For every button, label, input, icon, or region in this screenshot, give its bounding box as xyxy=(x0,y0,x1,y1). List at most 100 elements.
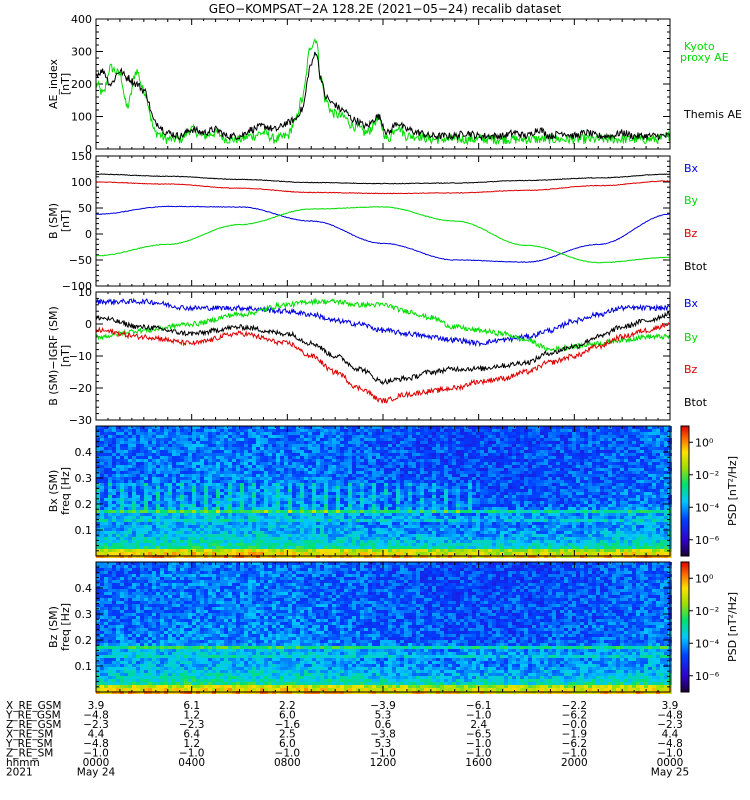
orbit-row-value: −2.2 xyxy=(562,700,588,712)
y-axis-label: AE_index[nT] xyxy=(47,58,72,109)
orbit-row-value: −4.8 xyxy=(657,710,683,722)
orbit-row-value: 5.3 xyxy=(375,738,392,750)
legend-entry: Btot xyxy=(684,260,708,273)
orbit-row-value: −0.0 xyxy=(562,719,588,731)
orbit-row-value: −2.3 xyxy=(657,719,683,731)
orbit-row-label: X_RE_GSM xyxy=(6,700,61,712)
panel-frame xyxy=(95,155,671,287)
orbit-row-value: −1.0 xyxy=(657,748,683,760)
colorbar-tick-label: 10⁻⁴ xyxy=(695,501,720,514)
orbit-row-value: 3.9 xyxy=(88,700,105,712)
panel-frame xyxy=(95,561,671,693)
orbit-row-value: May 24 xyxy=(77,767,116,779)
spectrogram-panel-psd_bz: 0.1 0.2 0.3 0.4Bz (SM)freq [Hz] 10⁰ 10⁻² 10⁻⁴ 1… xyxy=(47,561,739,694)
series-line-bz xyxy=(96,321,670,404)
colorbar xyxy=(680,425,690,557)
orbit-row-value: −6.2 xyxy=(562,738,588,750)
orbit-row-value: 4.4 xyxy=(662,729,679,741)
spectrogram-cells xyxy=(96,426,672,558)
y-tick-label: 100 xyxy=(71,111,92,124)
legend-entry: Kyoto proxy AE xyxy=(680,40,729,64)
legend-entry: Bx xyxy=(684,162,699,175)
series-line-by xyxy=(96,206,670,264)
orbit-row-value: −4.8 xyxy=(657,738,683,750)
orbit-row-value: 0.6 xyxy=(375,719,392,731)
legend-entry: By xyxy=(684,194,699,207)
y-tick-label: 0.1 xyxy=(75,660,93,673)
panel-frame xyxy=(95,425,671,557)
line-panel-bdiff: −30 −20 −10 0 10 B (SM)−IGRF (SM)[nT] Bx By Bz Bt… xyxy=(47,286,708,427)
colorbar xyxy=(680,561,690,693)
orbit-row-value: 6.4 xyxy=(183,729,200,741)
orbit-row-value: −1.0 xyxy=(466,710,492,722)
orbit-row-value: 2.4 xyxy=(470,719,487,731)
colorbar-tick-label: 10⁰ xyxy=(695,436,714,449)
legend-entry: Bx xyxy=(684,297,699,310)
orbit-row-label: Y_RE_SM xyxy=(5,738,53,750)
orbit-row-value: −1.0 xyxy=(275,748,301,760)
y-axis-label: Bx (SM)freq [Hz] xyxy=(47,467,72,515)
legend-entry: Bz xyxy=(684,227,698,240)
y-tick-label: −10 xyxy=(69,350,92,363)
orbit-row-value: 1.2 xyxy=(183,710,200,722)
colorbar-tick-label: 10⁰ xyxy=(695,572,714,585)
orbit-row-value: −6.5 xyxy=(466,729,492,741)
orbit-x-axis-table: X_RE_GSM 3.9 6.1 2.2 −3.9 −6.1 −2.2 3.9 Y_RE_GSM… xyxy=(5,700,689,779)
orbit-row-value: 6.0 xyxy=(279,738,296,750)
orbit-row-value: 0000 xyxy=(83,757,110,769)
orbit-row-value: −1.9 xyxy=(562,729,588,741)
y-axis-label: Bz (SM)freq [Hz] xyxy=(47,603,72,651)
line-panel-ae: 0 100 200 300 400 AE_index[nT] Kyoto proxy AE Th… xyxy=(47,13,742,156)
y-tick-label: 10 xyxy=(78,286,92,299)
orbit-row-value: 2.5 xyxy=(279,729,296,741)
y-tick-label: 200 xyxy=(71,78,92,91)
orbit-row-value: −2.3 xyxy=(179,719,205,731)
y-tick-label: 0.2 xyxy=(75,498,93,511)
series-line-btot xyxy=(96,311,670,386)
y-tick-label: −100 xyxy=(62,280,92,293)
y-tick-label: 300 xyxy=(71,46,92,59)
orbit-row-label: X_RE_SM xyxy=(6,729,53,741)
colorbar-label: PSD [nT²/Hz] xyxy=(726,592,739,662)
series-line-kyoto xyxy=(96,37,670,146)
y-tick-label: 0.3 xyxy=(75,472,93,485)
orbit-row-value: −6.2 xyxy=(562,710,588,722)
orbit-row-value: 6.1 xyxy=(183,700,200,712)
orbit-row-label: 2021 xyxy=(6,767,33,779)
orbit-row-value: −1.0 xyxy=(466,748,492,760)
y-axis-label: B (SM)[nT] xyxy=(47,203,72,239)
orbit-row-value: 2000 xyxy=(561,757,588,769)
orbit-row-label: Y_RE_GSM xyxy=(5,710,61,722)
orbit-row-value: 4.4 xyxy=(88,729,105,741)
panel-frame xyxy=(95,18,671,150)
y-tick-label: 0 xyxy=(85,228,92,241)
orbit-row-value: 2.2 xyxy=(279,700,296,712)
orbit-row-value: −4.8 xyxy=(83,710,109,722)
figure-title: GEO−KOMPSAT−2A 128.2E (2021−05−24) recal… xyxy=(209,2,562,16)
series-line-bx xyxy=(96,297,670,348)
spectrogram-cells xyxy=(96,562,672,694)
y-tick-label: 0.1 xyxy=(75,524,93,537)
orbit-row-value: −3.9 xyxy=(370,700,396,712)
orbit-row-value: −1.0 xyxy=(370,748,396,760)
spectrogram-panel-psd_bx: 0.1 0.2 0.3 0.4Bx (SM)freq [Hz] 10⁰ 10⁻² 10⁻⁴ 1… xyxy=(47,425,739,558)
legend-entry: Btot xyxy=(684,396,708,409)
orbit-row-label: Z_RE_GSM xyxy=(6,719,61,731)
orbit-row-value: 3.9 xyxy=(662,700,679,712)
y-tick-label: 0.4 xyxy=(75,582,93,595)
orbit-row-value: −1.0 xyxy=(466,738,492,750)
y-tick-label: 0.2 xyxy=(75,634,93,647)
y-tick-label: 0 xyxy=(85,318,92,331)
orbit-row-value: 5.3 xyxy=(375,710,392,722)
y-tick-label: 400 xyxy=(71,13,92,26)
y-tick-label: −20 xyxy=(69,382,92,395)
y-axis-label: B (SM)−IGRF (SM)[nT] xyxy=(47,306,72,406)
orbit-row-value: 0000 xyxy=(657,757,684,769)
y-tick-label: −30 xyxy=(69,414,92,427)
legend-entry: Bz xyxy=(684,363,698,376)
orbit-row-value: −3.8 xyxy=(370,729,396,741)
panel-frame xyxy=(95,291,671,421)
y-tick-label: 0 xyxy=(85,143,92,156)
y-tick-label: 100 xyxy=(71,176,92,189)
